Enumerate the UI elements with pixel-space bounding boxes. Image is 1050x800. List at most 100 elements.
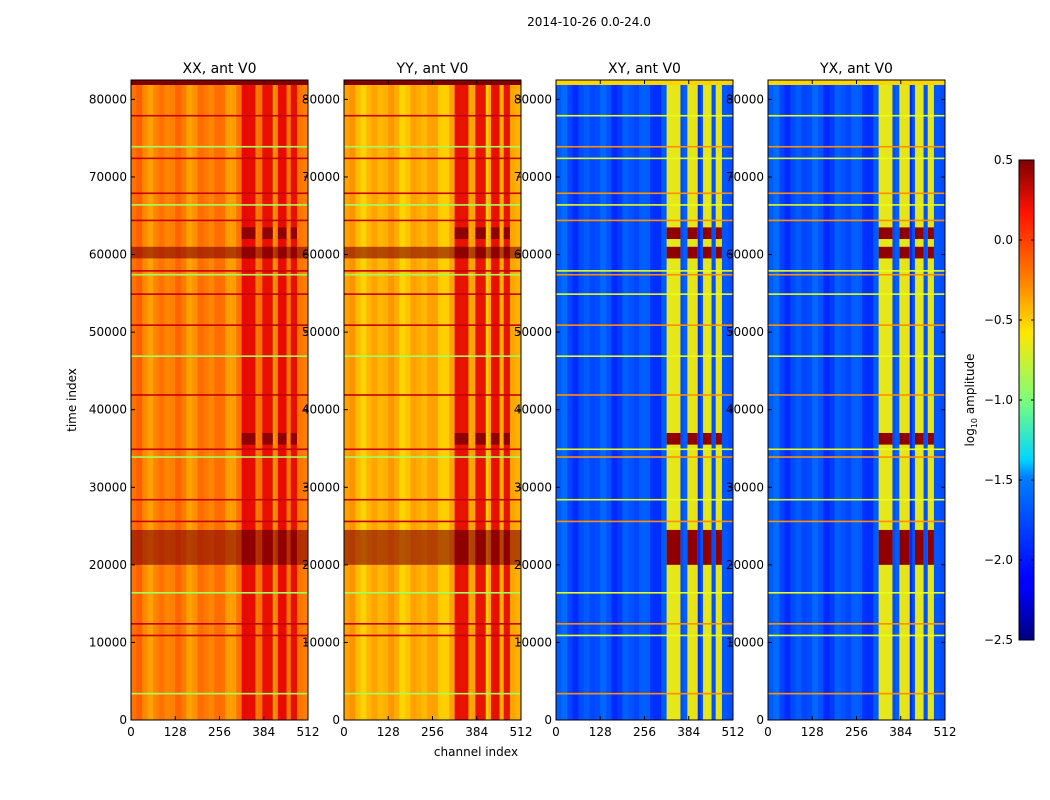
channel-texture xyxy=(611,80,618,720)
rfi-line xyxy=(556,520,733,523)
y-tick-label: 30000 xyxy=(89,480,127,494)
x-tick-label: 256 xyxy=(421,725,444,739)
rfi-line xyxy=(344,273,521,276)
y-tick-label: 10000 xyxy=(89,635,127,649)
time-band xyxy=(878,227,893,240)
colorbar-tick-label: 0.0 xyxy=(994,233,1013,247)
y-tick-label: 40000 xyxy=(89,403,127,417)
rfi-line xyxy=(344,520,521,523)
channel-texture xyxy=(302,80,309,720)
channel-texture xyxy=(889,80,896,720)
colorbar-tick-label: −2.0 xyxy=(984,553,1013,567)
channel-texture xyxy=(285,80,292,720)
rfi-line xyxy=(344,270,521,272)
channel-texture xyxy=(388,80,395,720)
channel-texture xyxy=(399,80,406,720)
time-band xyxy=(454,227,469,240)
channel-texture xyxy=(616,80,623,720)
rfi-line xyxy=(556,157,733,160)
rfi-line xyxy=(768,219,945,222)
y-tick-label: 80000 xyxy=(302,92,340,106)
rfi-line xyxy=(768,592,945,594)
rfi-line xyxy=(344,623,521,625)
rfi-line xyxy=(768,145,945,148)
colorbar-tick-label: −1.0 xyxy=(984,393,1013,407)
rfi-line xyxy=(768,324,945,326)
y-tick-label: 60000 xyxy=(514,248,552,262)
rfi-line xyxy=(344,592,521,594)
x-tick-label: 512 xyxy=(297,725,320,739)
channel-texture xyxy=(817,80,824,720)
y-tick-label: 60000 xyxy=(89,248,127,262)
heatmap-panels: XX, ant V0 0 128 256 384 512 0 10000 20000 30000 4… xyxy=(89,61,957,739)
channel-texture xyxy=(627,80,634,720)
rfi-line xyxy=(131,157,308,160)
rfi-line xyxy=(768,293,945,295)
rfi-line xyxy=(556,114,733,117)
y-axis-label: time index xyxy=(65,368,79,432)
rfi-line xyxy=(131,456,308,458)
y-tick-label: 20000 xyxy=(726,558,764,572)
time-band xyxy=(687,227,698,240)
channel-texture xyxy=(175,80,182,720)
x-tick-label: 0 xyxy=(127,725,135,739)
rfi-line xyxy=(131,114,308,117)
rfi-line xyxy=(131,394,308,396)
x-tick-label: 128 xyxy=(164,725,187,739)
time-band xyxy=(475,432,486,445)
rfi-line xyxy=(344,219,521,222)
channel-texture xyxy=(911,80,918,720)
channel-texture xyxy=(633,80,640,720)
time-band xyxy=(262,432,273,445)
channel-texture xyxy=(823,80,830,720)
x-tick-label: 512 xyxy=(934,725,957,739)
rfi-line xyxy=(131,692,308,695)
channel-texture xyxy=(509,80,516,720)
rfi-line xyxy=(344,157,521,160)
channel-texture xyxy=(197,80,204,720)
channel-texture xyxy=(236,80,243,720)
x-tick-label: 128 xyxy=(589,725,612,739)
channel-texture xyxy=(382,80,389,720)
rfi-line xyxy=(344,456,521,458)
y-tick-label: 0 xyxy=(119,713,127,727)
time-band xyxy=(899,432,910,445)
panel-3: XY, ant V0 0 128 256 384 512 0 10000 20000 30000 4… xyxy=(514,61,745,739)
rfi-line xyxy=(556,456,733,458)
channel-texture xyxy=(806,80,813,720)
channel-texture xyxy=(638,80,645,720)
time-band xyxy=(277,246,287,259)
rfi-line xyxy=(556,448,733,451)
time-band xyxy=(666,529,681,565)
time-band xyxy=(490,227,500,240)
channel-texture xyxy=(465,80,472,720)
x-tick-label: 0 xyxy=(340,725,348,739)
channel-texture xyxy=(839,80,846,720)
x-tick-label: 0 xyxy=(764,725,772,739)
time-band xyxy=(490,529,500,565)
colorbar-tick-label: −0.5 xyxy=(984,313,1013,327)
time-band xyxy=(878,529,893,565)
y-tick-label: 50000 xyxy=(726,325,764,339)
x-tick-label: 256 xyxy=(633,725,656,739)
channel-texture xyxy=(349,80,356,720)
channel-texture xyxy=(661,80,668,720)
channel-texture xyxy=(186,80,193,720)
channel-band xyxy=(715,80,722,720)
time-band xyxy=(899,529,910,565)
rfi-line xyxy=(768,355,945,357)
time-band xyxy=(277,529,287,565)
channel-texture xyxy=(699,80,706,720)
y-tick-label: 60000 xyxy=(302,248,340,262)
colorbar-label: log10 amplitude xyxy=(963,354,979,447)
channel-texture xyxy=(589,80,596,720)
rfi-line xyxy=(131,204,308,206)
rfi-line xyxy=(344,498,521,501)
channel-texture xyxy=(784,80,791,720)
rfi-line xyxy=(768,157,945,160)
time-band xyxy=(927,432,934,445)
time-band xyxy=(666,432,681,445)
rfi-line xyxy=(556,219,733,222)
y-tick-label: 50000 xyxy=(302,325,340,339)
